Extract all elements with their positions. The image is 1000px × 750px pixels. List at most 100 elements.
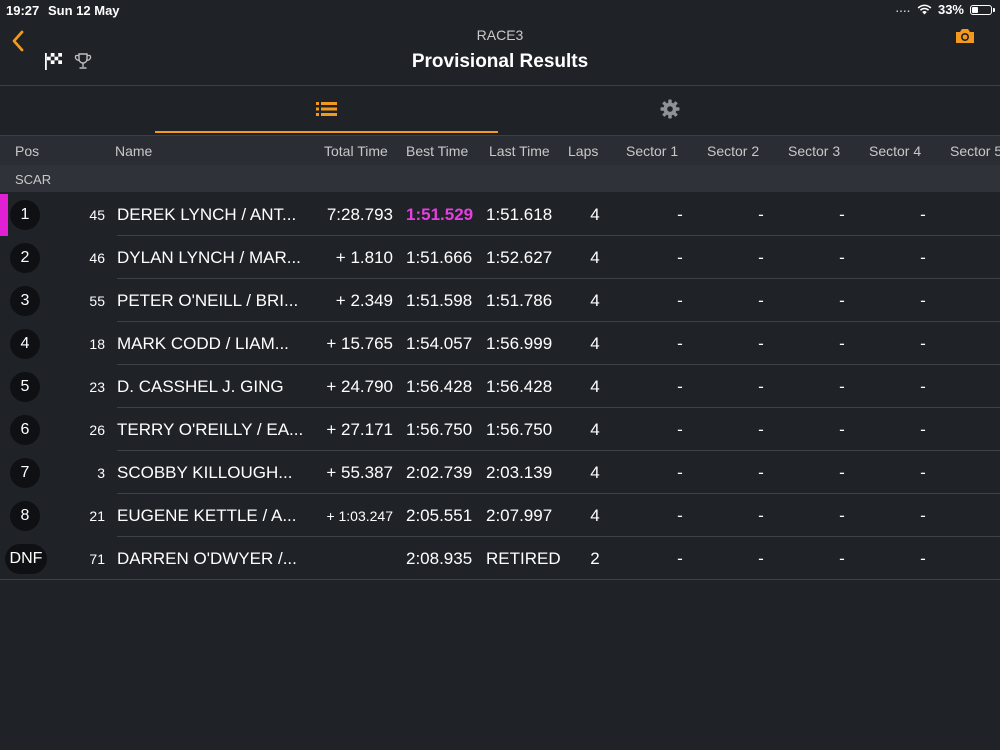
table-row[interactable]: 1 45 DEREK LYNCH / ANT... 7:28.793 1:51.… xyxy=(0,193,1000,236)
sector-2: - xyxy=(758,291,764,310)
status-bar: 19:27 Sun 12 May .... 33% xyxy=(0,0,1000,20)
total-time: + 2.349 xyxy=(335,291,393,310)
sector-1: - xyxy=(677,463,683,482)
column-header-row: Pos Name Total Time Best Time Last Time … xyxy=(0,135,1000,165)
laps: 4 xyxy=(590,334,600,353)
fastest-lap-marker xyxy=(0,194,8,236)
sector-4: - xyxy=(920,463,926,482)
laps: 4 xyxy=(590,291,600,310)
last-time: 1:51.618 xyxy=(486,205,553,224)
row-divider xyxy=(117,235,1000,236)
empty-area xyxy=(0,580,1000,750)
table-row[interactable]: DNF 71 DARREN O'DWYER /... 2:08.935 RETI… xyxy=(0,537,1000,580)
row-divider xyxy=(117,364,1000,365)
class-group-label: SCAR xyxy=(15,172,52,187)
tab-bar xyxy=(0,86,1000,134)
laps: 2 xyxy=(590,549,600,568)
sector-4: - xyxy=(920,205,926,224)
page-title: Provisional Results xyxy=(411,51,589,72)
total-time: 7:28.793 xyxy=(326,205,393,224)
column-last-time[interactable]: Last Time xyxy=(489,143,550,159)
sector-1: - xyxy=(677,549,683,568)
car-number: 55 xyxy=(89,293,105,309)
position-badge: 8 xyxy=(10,501,40,531)
laps: 4 xyxy=(590,205,600,224)
driver-name: DARREN O'DWYER /... xyxy=(117,549,297,568)
sector-3: - xyxy=(839,463,845,482)
camera-icon[interactable] xyxy=(954,26,976,46)
class-group-header: SCAR xyxy=(0,165,1000,192)
status-time: 19:27 xyxy=(6,3,40,18)
last-time: 1:56.750 xyxy=(486,420,553,439)
table-row[interactable]: 6 26 TERRY O'REILLY / EA... + 27.171 1:5… xyxy=(0,408,1000,451)
total-time: + 27.171 xyxy=(326,420,393,439)
sector-3: - xyxy=(839,205,845,224)
sector-2: - xyxy=(758,506,764,525)
best-time: 1:51.666 xyxy=(406,248,473,267)
position-badge: 6 xyxy=(10,415,40,445)
status-date: Sun 12 May xyxy=(48,3,120,18)
table-row[interactable]: 7 3 SCOBBY KILLOUGH... + 55.387 2:02.739… xyxy=(0,451,1000,494)
table-row[interactable]: 8 21 EUGENE KETTLE / A... + 1:03.247 2:0… xyxy=(0,494,1000,537)
trophy-icon[interactable] xyxy=(73,51,93,71)
table-row[interactable]: 3 55 PETER O'NEILL / BRI... + 2.349 1:51… xyxy=(0,279,1000,322)
sector-1: - xyxy=(677,377,683,396)
column-sector-2[interactable]: Sector 2 xyxy=(707,143,760,159)
position-badge: 4 xyxy=(10,329,40,359)
sector-2: - xyxy=(758,377,764,396)
battery-percent: 33% xyxy=(937,2,964,17)
sector-1: - xyxy=(677,420,683,439)
sector-4: - xyxy=(920,248,926,267)
sector-4: - xyxy=(920,506,926,525)
laps: 4 xyxy=(590,506,600,525)
tab-results-list[interactable] xyxy=(155,86,498,132)
column-sector-4[interactable]: Sector 4 xyxy=(869,143,922,159)
best-time: 2:08.935 xyxy=(406,549,473,568)
column-total-time[interactable]: Total Time xyxy=(324,143,388,159)
sector-1: - xyxy=(677,205,683,224)
chevron-left-icon[interactable] xyxy=(8,28,30,54)
total-time: + 1:03.247 xyxy=(326,508,393,524)
sector-4: - xyxy=(920,377,926,396)
best-time: 2:02.739 xyxy=(406,463,473,482)
last-time: 2:03.139 xyxy=(486,463,553,482)
battery-icon xyxy=(970,4,995,15)
laps: 4 xyxy=(590,248,600,267)
tab-settings[interactable] xyxy=(498,86,841,132)
best-time: 2:05.551 xyxy=(406,506,473,525)
row-divider xyxy=(117,536,1000,537)
best-time: 1:56.428 xyxy=(406,377,473,396)
column-pos[interactable]: Pos xyxy=(15,143,40,159)
driver-name: DEREK LYNCH / ANT... xyxy=(117,205,297,224)
total-time: + 24.790 xyxy=(326,377,393,396)
row-divider xyxy=(0,579,1000,580)
sector-3: - xyxy=(839,377,845,396)
battery-level xyxy=(972,6,978,13)
column-name[interactable]: Name xyxy=(115,143,153,159)
signal-dots: .... xyxy=(895,4,911,15)
sector-1: - xyxy=(677,248,683,267)
column-best-time[interactable]: Best Time xyxy=(406,143,469,159)
laps: 4 xyxy=(590,463,600,482)
checkered-flag-icon[interactable] xyxy=(42,50,64,72)
last-time: 1:52.627 xyxy=(486,248,553,267)
position-badge: 7 xyxy=(10,458,40,488)
car-number: 46 xyxy=(89,250,105,266)
row-divider xyxy=(117,321,1000,322)
driver-name: D. CASSHEL J. GING xyxy=(117,377,284,396)
column-laps[interactable]: Laps xyxy=(568,143,599,159)
sector-2: - xyxy=(758,205,764,224)
last-time: 1:56.428 xyxy=(486,377,553,396)
table-row[interactable]: 5 23 D. CASSHEL J. GING + 24.790 1:56.42… xyxy=(0,365,1000,408)
sector-3: - xyxy=(839,291,845,310)
driver-name: SCOBBY KILLOUGH... xyxy=(117,463,293,482)
column-sector-5[interactable]: Sector 5 xyxy=(950,143,1000,159)
table-row[interactable]: 2 46 DYLAN LYNCH / MAR... + 1.810 1:51.6… xyxy=(0,236,1000,279)
sector-3: - xyxy=(839,248,845,267)
column-sector-1[interactable]: Sector 1 xyxy=(626,143,679,159)
row-divider xyxy=(117,450,1000,451)
sector-1: - xyxy=(677,506,683,525)
header: RACE3 Provisional Results xyxy=(0,20,1000,86)
table-row[interactable]: 4 18 MARK CODD / LIAM... + 15.765 1:54.0… xyxy=(0,322,1000,365)
column-sector-3[interactable]: Sector 3 xyxy=(788,143,841,159)
